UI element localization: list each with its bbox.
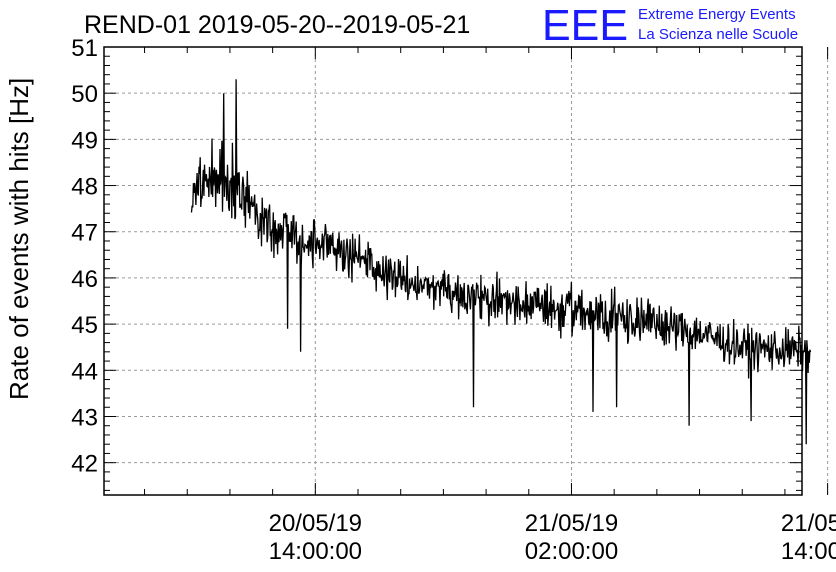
x-tick-label-date: 20/05/19 bbox=[269, 510, 362, 537]
logo-mark: EEE bbox=[542, 1, 628, 50]
rate-series-line bbox=[190, 79, 812, 445]
x-tick-label-time: 14:00:00 bbox=[269, 538, 362, 565]
eee-logo: EEE Extreme Energy Events La Scienza nel… bbox=[542, 1, 798, 50]
y-axis-label: Rate of events with hits [Hz] bbox=[4, 78, 34, 400]
logo-line1: Extreme Energy Events bbox=[638, 6, 796, 23]
x-tick-label-time: 14:00:00 bbox=[781, 538, 836, 565]
x-tick-label-date: 21/05/19 bbox=[781, 510, 836, 537]
y-tick-label: 47 bbox=[71, 220, 98, 247]
y-tick-label: 51 bbox=[71, 35, 98, 62]
y-tick-label: 42 bbox=[71, 451, 98, 478]
y-tick-label: 49 bbox=[71, 127, 98, 154]
plot-frame bbox=[103, 46, 803, 496]
x-tick-label-time: 02:00:00 bbox=[525, 538, 618, 565]
y-tick-label: 45 bbox=[71, 312, 98, 339]
tick-labels: 4243444546474849505120/05/1914:00:0021/0… bbox=[71, 35, 836, 565]
chart-title: REND-01 2019-05-20--2019-05-21 bbox=[84, 11, 470, 39]
grid-lines bbox=[104, 46, 829, 495]
logo-line2: La Scienza nelle Scuole bbox=[638, 26, 798, 43]
y-tick-label: 43 bbox=[71, 404, 98, 431]
y-tick-label: 46 bbox=[71, 266, 98, 293]
y-tick-label: 48 bbox=[71, 174, 98, 201]
data-series bbox=[190, 79, 812, 445]
axes bbox=[103, 46, 829, 496]
y-tick-label: 44 bbox=[71, 358, 98, 385]
y-tick-label: 50 bbox=[71, 81, 98, 108]
x-tick-label-date: 21/05/19 bbox=[525, 510, 618, 537]
